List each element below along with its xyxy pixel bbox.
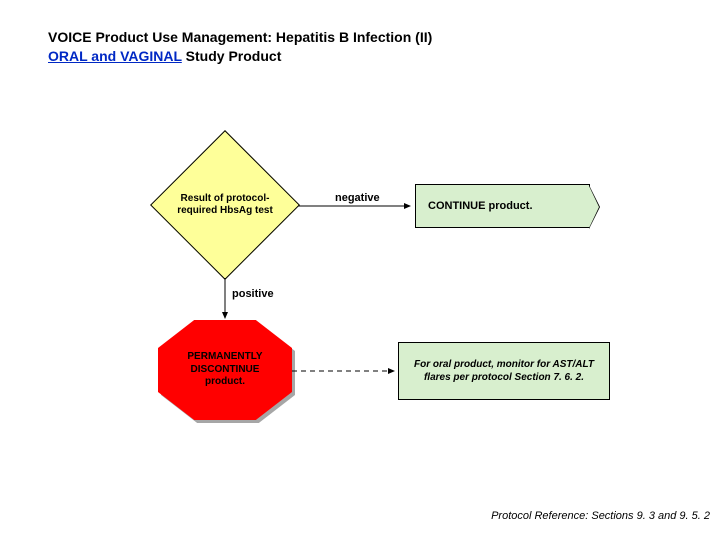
title-line-1: VOICE Product Use Management: Hepatitis … (48, 28, 432, 47)
monitor-label: For oral product, monitor for AST/ALT fl… (407, 358, 601, 384)
edge-label-negative: negative (335, 192, 380, 204)
title-oral-phrase: ORAL and VAGINAL (48, 48, 182, 64)
edge-dashed (292, 365, 402, 377)
stop-label: PERMANENTLY DISCONTINUE product. (172, 351, 278, 389)
continue-node: CONTINUE product. (415, 184, 590, 228)
title-line-2: ORAL and VAGINAL Study Product (48, 47, 432, 66)
continue-arrowhead (589, 185, 600, 229)
stop-node: PERMANENTLY DISCONTINUE product. (158, 320, 292, 420)
footer-reference: Protocol Reference: Sections 9. 3 and 9.… (491, 510, 710, 522)
monitor-node: For oral product, monitor for AST/ALT fl… (398, 342, 610, 400)
decision-label: Result of protocol-required HbsAg test (150, 130, 300, 280)
edge-label-positive: positive (232, 288, 274, 300)
edge-positive (219, 278, 231, 326)
title-rest: Study Product (182, 48, 282, 64)
continue-label: CONTINUE product. (428, 200, 533, 212)
page-title: VOICE Product Use Management: Hepatitis … (48, 28, 432, 66)
decision-node: Result of protocol-required HbsAg test (150, 130, 300, 280)
stop-shape: PERMANENTLY DISCONTINUE product. (158, 320, 292, 420)
